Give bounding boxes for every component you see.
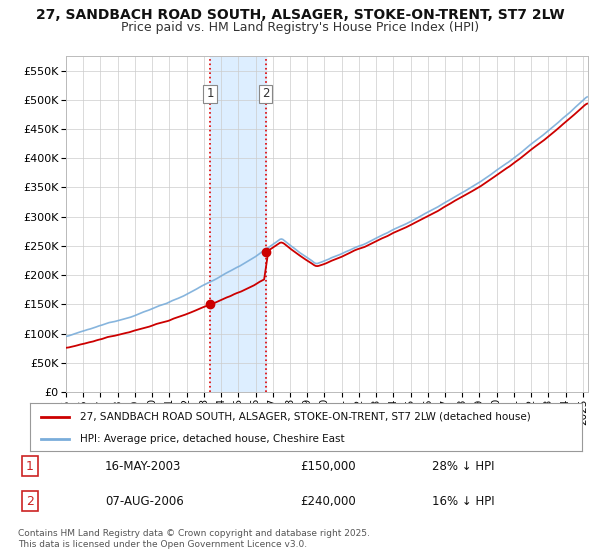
- Text: 16-MAY-2003: 16-MAY-2003: [105, 460, 181, 473]
- Text: HPI: Average price, detached house, Cheshire East: HPI: Average price, detached house, Ches…: [80, 434, 344, 444]
- Text: £240,000: £240,000: [300, 494, 356, 508]
- Text: 1: 1: [206, 87, 214, 100]
- Bar: [210, 56, 266, 392]
- Text: Contains HM Land Registry data © Crown copyright and database right 2025.
This d: Contains HM Land Registry data © Crown c…: [18, 529, 370, 549]
- Text: 27, SANDBACH ROAD SOUTH, ALSAGER, STOKE-ON-TRENT, ST7 2LW: 27, SANDBACH ROAD SOUTH, ALSAGER, STOKE-…: [35, 8, 565, 22]
- Text: 16% ↓ HPI: 16% ↓ HPI: [432, 494, 494, 508]
- Text: 1: 1: [26, 460, 34, 473]
- Text: 28% ↓ HPI: 28% ↓ HPI: [432, 460, 494, 473]
- Text: 2: 2: [262, 87, 269, 100]
- Text: 27, SANDBACH ROAD SOUTH, ALSAGER, STOKE-ON-TRENT, ST7 2LW (detached house): 27, SANDBACH ROAD SOUTH, ALSAGER, STOKE-…: [80, 412, 530, 422]
- Text: £150,000: £150,000: [300, 460, 356, 473]
- Text: Price paid vs. HM Land Registry's House Price Index (HPI): Price paid vs. HM Land Registry's House …: [121, 21, 479, 34]
- Text: 07-AUG-2006: 07-AUG-2006: [105, 494, 184, 508]
- Text: 2: 2: [26, 494, 34, 508]
